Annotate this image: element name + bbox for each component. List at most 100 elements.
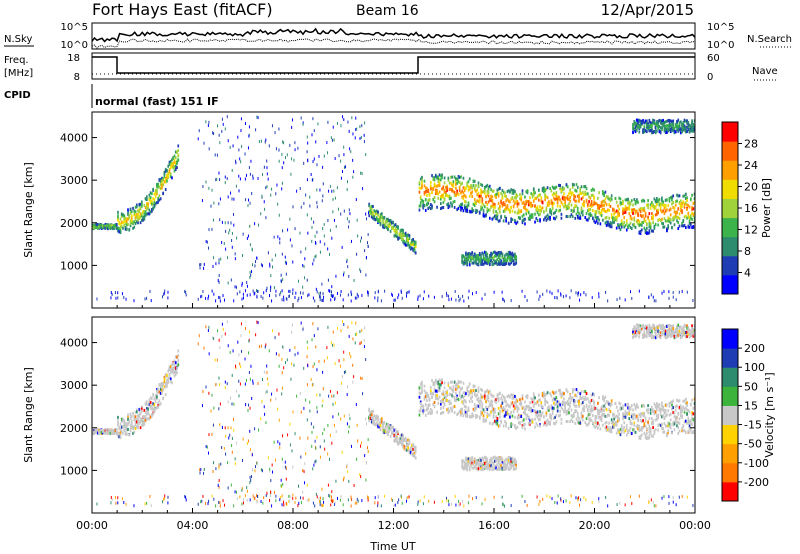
- power-cell-1103: [514, 210, 516, 214]
- power-near-113: [163, 292, 165, 296]
- velocity-cell-852: [462, 381, 465, 385]
- power-near-54: [433, 295, 435, 299]
- power-noise-60: [352, 175, 354, 179]
- velocity-cell-880: [467, 406, 470, 410]
- power-noise-334: [249, 201, 251, 205]
- velocity-cell-1444: [585, 403, 588, 407]
- velocity-cell-909: [473, 406, 476, 410]
- velocity-cell-651: [419, 406, 422, 410]
- power-cell-407: [176, 150, 178, 154]
- power-cell-859: [463, 194, 466, 198]
- power-cell-2062: [481, 251, 484, 255]
- velocity-cell-95: [110, 429, 113, 433]
- power-noise-195: [230, 278, 232, 282]
- power-cell-1658: [630, 210, 633, 214]
- power-cell-345: [163, 172, 166, 176]
- power-cell-941: [480, 194, 482, 198]
- power-cell-1137: [521, 214, 524, 218]
- power-cell-1228: [540, 199, 543, 203]
- power-noise-1: [332, 210, 334, 214]
- velocity-cell-325: [159, 382, 162, 386]
- velocity-cell-1654: [629, 406, 632, 410]
- velocity-cell-496: [384, 429, 387, 433]
- power-cell-2200: [510, 255, 513, 259]
- power-cell-563: [398, 233, 401, 237]
- power-cell-1365: [569, 215, 572, 219]
- power-cell-1035: [500, 191, 502, 195]
- power-cell-1629: [624, 207, 627, 211]
- power-cell-1933: [688, 221, 691, 225]
- velocity-cell-622: [411, 445, 413, 449]
- power-cell-2365: [661, 122, 663, 126]
- velocity-cell-794: [450, 380, 452, 384]
- power-noise-379: [251, 248, 253, 252]
- velocity-cell-1382: [573, 402, 575, 406]
- power-cell-1226: [540, 196, 543, 200]
- velocity-cell-1372: [570, 398, 573, 402]
- power-cell-259: [146, 212, 148, 216]
- power-noise-312: [210, 204, 212, 208]
- power-cell-1590: [617, 214, 619, 218]
- power-cell-2405: [668, 124, 671, 128]
- power-near-52: [510, 299, 512, 303]
- velocity-cell-922: [476, 393, 479, 397]
- power-cell-1142: [522, 213, 525, 217]
- velocity-cell-906: [473, 393, 476, 397]
- power-noise-7: [281, 152, 283, 156]
- velocity-cell-1536: [605, 414, 608, 418]
- velocity-cell-1443: [585, 423, 588, 427]
- power-cell-1612: [620, 201, 623, 205]
- velocity-cell-822: [456, 413, 458, 417]
- power-cell-604: [407, 238, 409, 242]
- power-cell-1174: [529, 216, 531, 220]
- power-cell-434: [372, 211, 374, 215]
- power-cell-234: [140, 200, 143, 204]
- velocity-cell-800: [451, 409, 453, 413]
- power-cell-2375: [662, 118, 665, 122]
- power-noise-245: [313, 129, 315, 133]
- velocity-cell-1473: [591, 408, 594, 412]
- power-cell-233: [139, 221, 142, 225]
- power-cell-1445: [585, 212, 588, 216]
- velocity-cell-1252: [545, 392, 548, 396]
- velocity-cell-1464: [590, 393, 593, 397]
- power-cell-962: [485, 185, 487, 189]
- power-cell-1405: [578, 216, 580, 220]
- velocity-cell-70: [105, 430, 108, 434]
- power-noise-17: [235, 161, 237, 165]
- power-cell-2190: [509, 262, 511, 266]
- velocity-cell-1589: [615, 414, 618, 418]
- power-noise-347: [342, 273, 344, 277]
- power-cell-1407: [578, 199, 580, 203]
- power-noise-305: [286, 153, 288, 157]
- power-cell-1344: [565, 204, 568, 208]
- velocity-cell-1190: [532, 398, 535, 402]
- velocity-cell-1197: [534, 401, 536, 405]
- velocity-cell-785: [447, 381, 450, 385]
- velocity-cell-1585: [615, 405, 618, 409]
- power-cell-590: [404, 231, 407, 235]
- power-cell-1185: [531, 192, 534, 196]
- power-cell-739: [438, 190, 441, 194]
- power-cell-2057: [480, 261, 482, 265]
- power-cell-1460: [589, 204, 592, 208]
- power-cell-1293: [554, 186, 556, 190]
- power-cell-495: [384, 219, 387, 223]
- velocity-cell-518: [389, 434, 392, 438]
- velocity-cell-1201: [535, 411, 538, 415]
- velocity-cell-1055: [504, 399, 506, 403]
- velocity-cell-863: [463, 411, 466, 415]
- power-noise-393: [279, 241, 281, 245]
- power-cell-156: [124, 225, 127, 229]
- power-cell-27: [97, 222, 99, 226]
- power-cell-755: [441, 193, 443, 197]
- power-near-135: [285, 297, 287, 301]
- power-noise-154: [348, 225, 350, 229]
- power-cell-453: [375, 209, 378, 213]
- velocity-cell-1603: [619, 407, 622, 411]
- power-cell-11: [93, 225, 95, 229]
- velocity-cell-1472: [591, 414, 594, 418]
- velocity-cell-353: [164, 374, 167, 378]
- velocity-cell-137: [119, 431, 122, 435]
- velocity-cell-972: [487, 396, 490, 400]
